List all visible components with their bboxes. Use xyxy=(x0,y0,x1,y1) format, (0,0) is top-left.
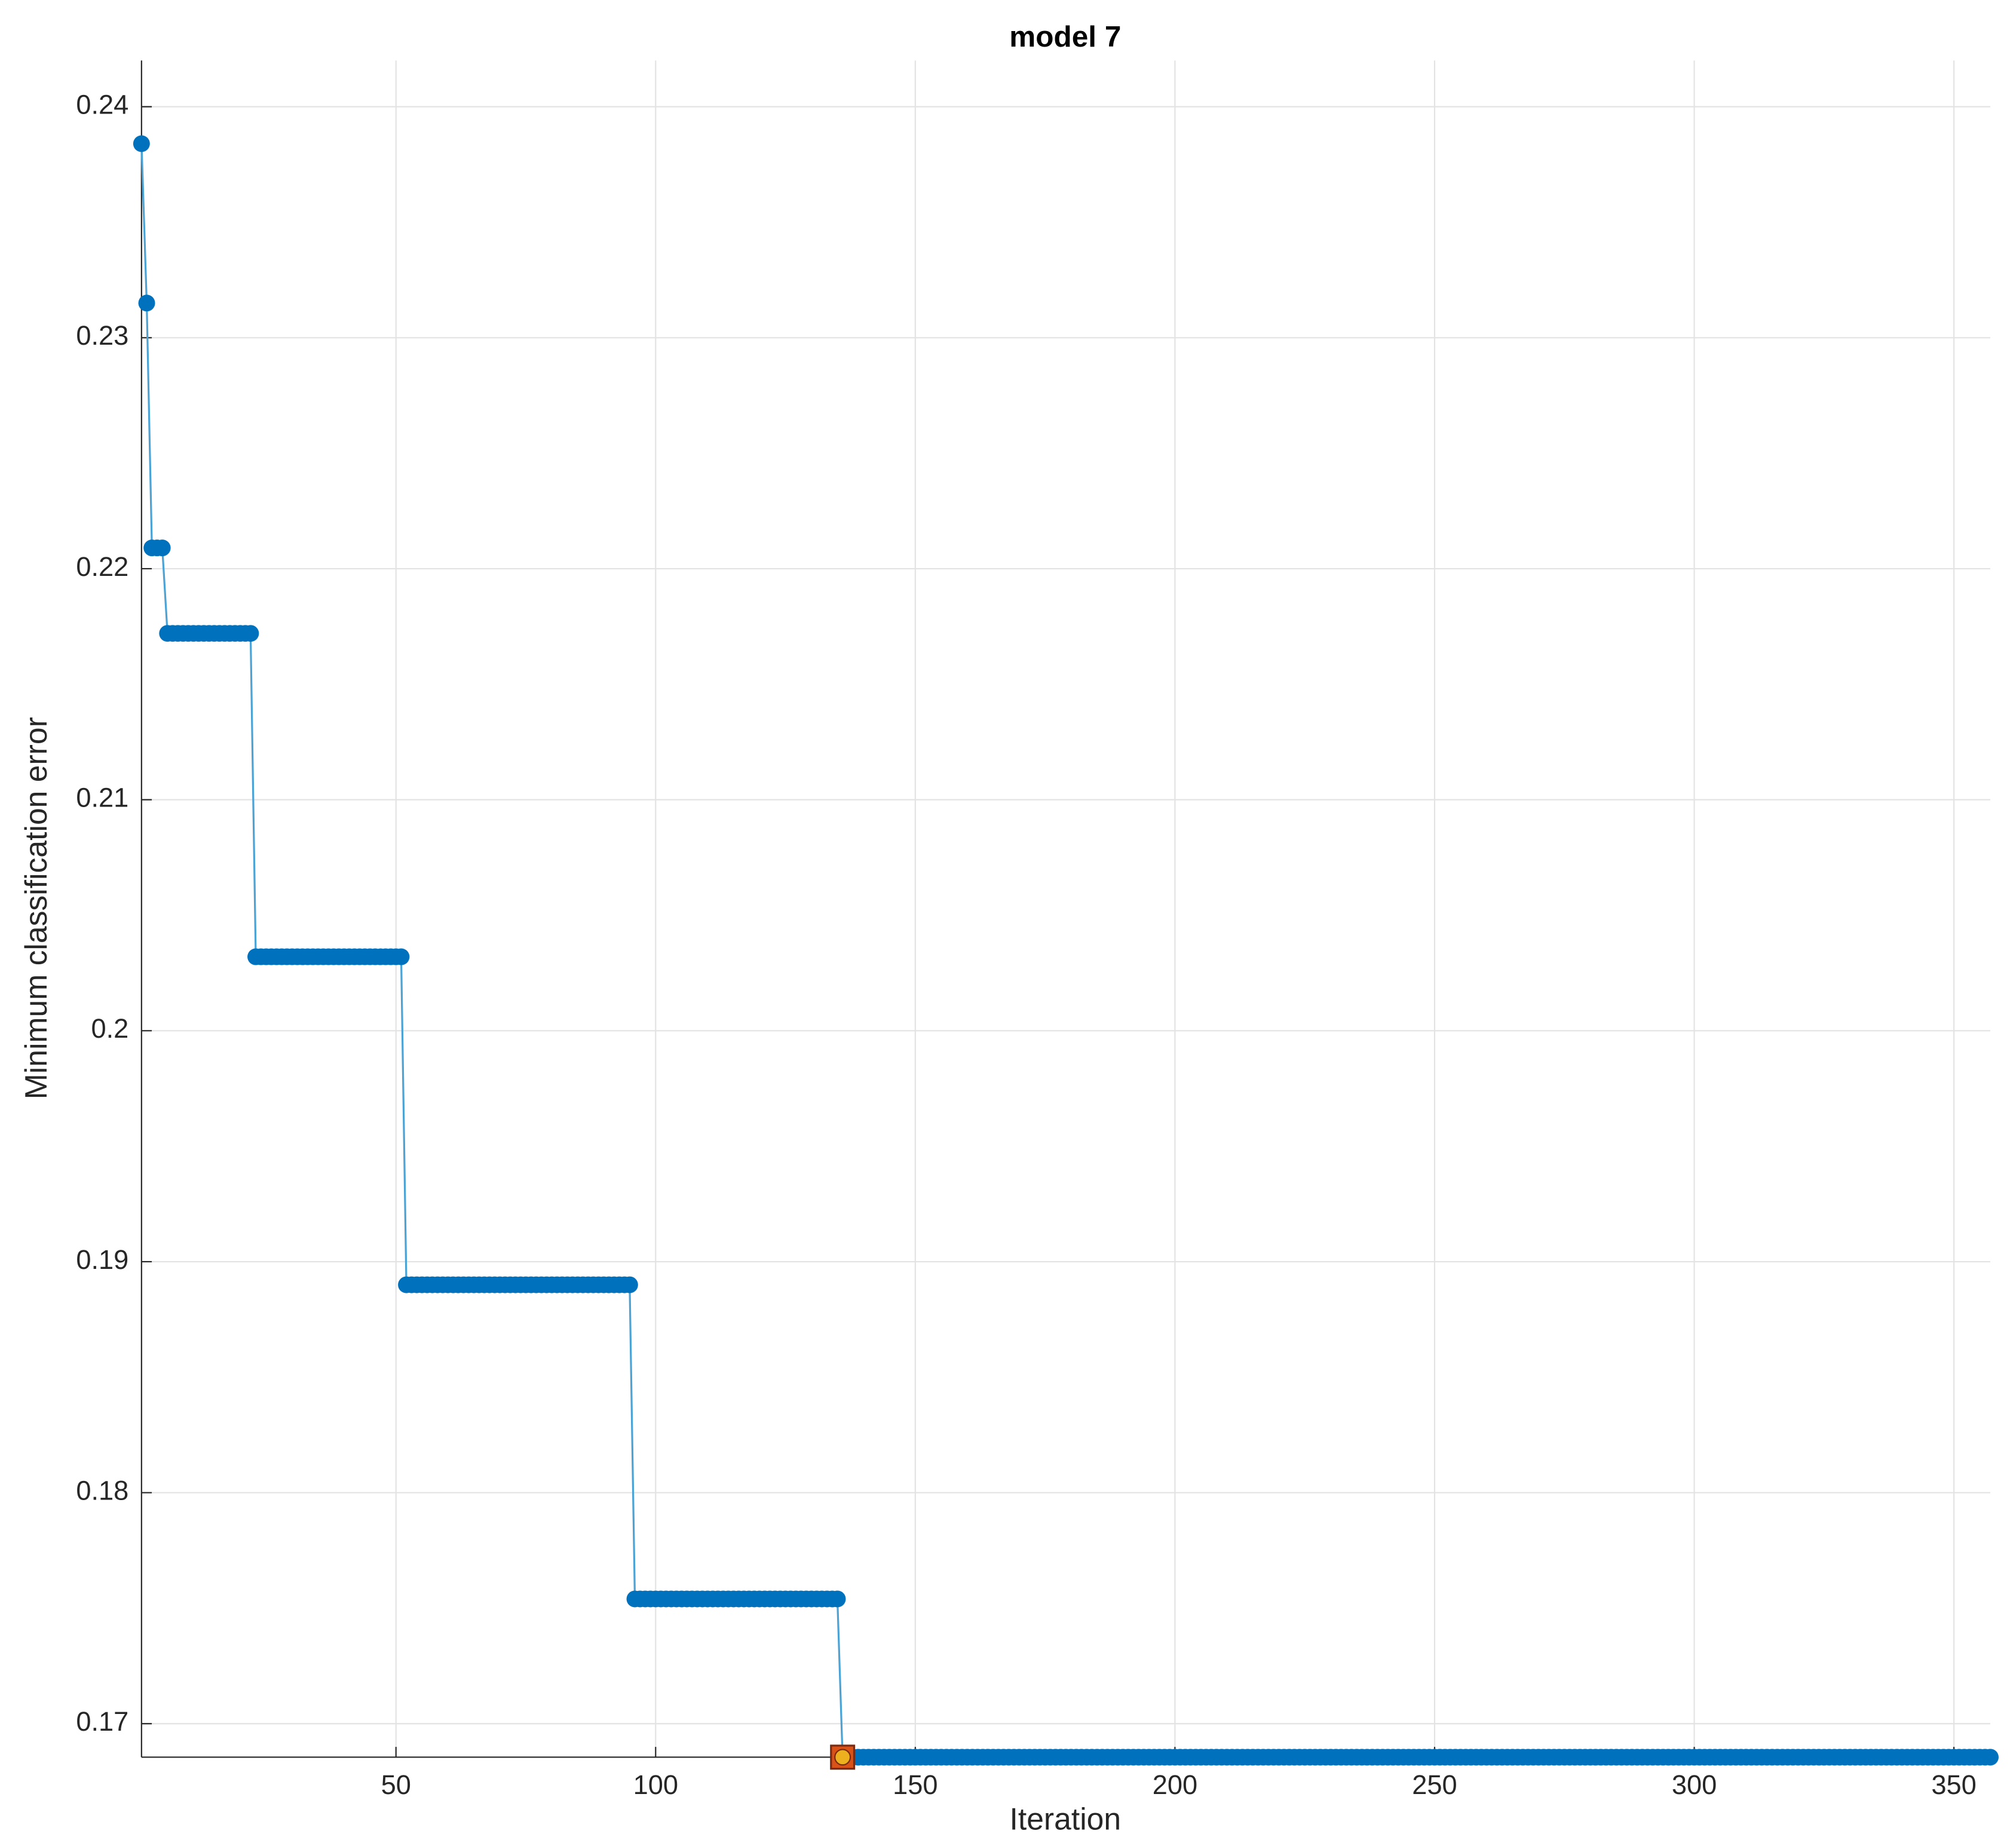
x-tick-label: 100 xyxy=(633,1770,678,1800)
y-tick-label: 0.23 xyxy=(76,320,128,351)
y-tick-label: 0.19 xyxy=(76,1244,128,1275)
y-axis-label: Minimum classification error xyxy=(19,717,53,1099)
x-tick-label: 150 xyxy=(893,1770,937,1800)
y-tick-label: 0.2 xyxy=(91,1013,128,1044)
point xyxy=(138,295,155,312)
y-tick-label: 0.24 xyxy=(76,90,128,120)
point xyxy=(1981,1749,1999,1766)
chart-title: model 7 xyxy=(1009,20,1121,53)
y-tick-label: 0.22 xyxy=(76,551,128,582)
x-tick-label: 50 xyxy=(381,1770,411,1800)
x-tick-label: 350 xyxy=(1931,1770,1976,1800)
y-tick-label: 0.21 xyxy=(76,783,128,813)
point xyxy=(242,625,259,642)
point xyxy=(621,1276,638,1293)
x-tick-label: 300 xyxy=(1672,1770,1717,1800)
point xyxy=(393,948,410,965)
point xyxy=(154,539,171,557)
point xyxy=(133,135,150,152)
x-tick-label: 200 xyxy=(1153,1770,1197,1800)
x-axis-label: Iteration xyxy=(1009,1802,1121,1836)
point xyxy=(829,1590,846,1608)
y-tick-label: 0.17 xyxy=(76,1706,128,1737)
best-point xyxy=(834,1749,851,1766)
y-tick-label: 0.18 xyxy=(76,1476,128,1506)
x-tick-label: 250 xyxy=(1412,1770,1457,1800)
